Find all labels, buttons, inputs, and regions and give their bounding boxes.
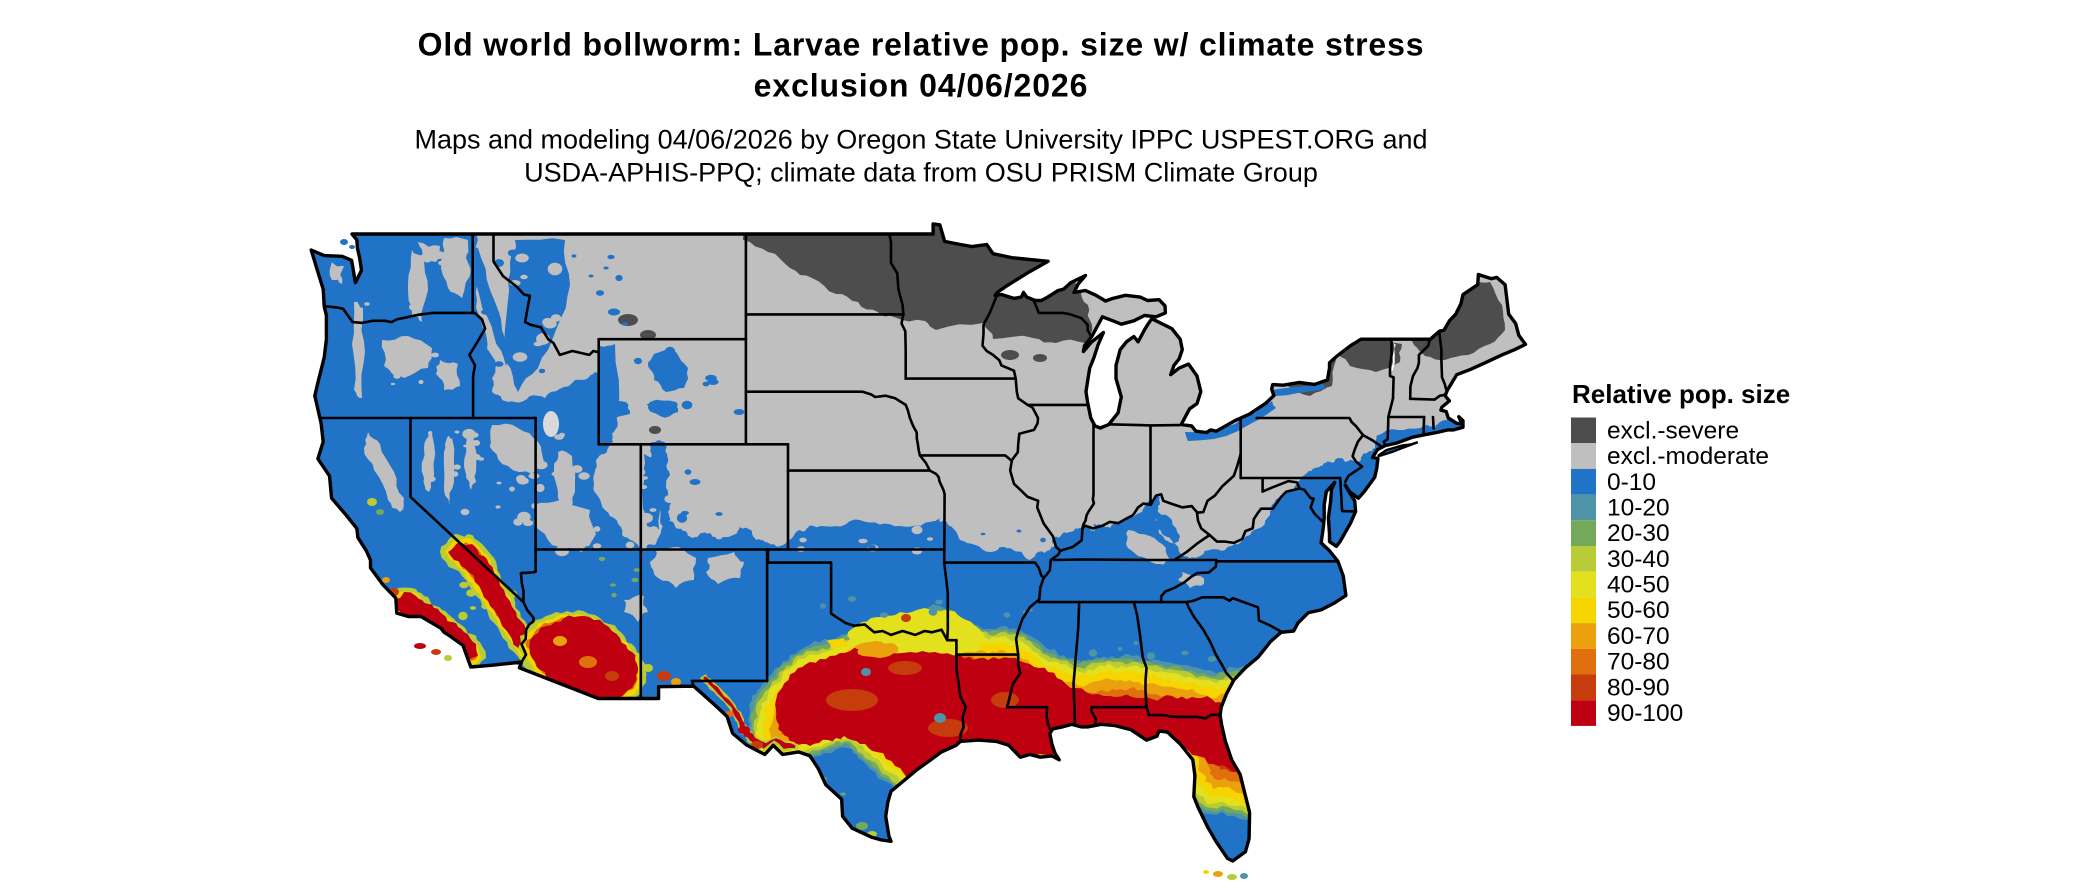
svg-text:40-50: 40-50 bbox=[1607, 572, 1670, 599]
svg-text:Maps and modeling 04/06/2026 b: Maps and modeling 04/06/2026 by Oregon S… bbox=[414, 125, 1427, 155]
svg-text:80-90: 80-90 bbox=[1607, 674, 1670, 701]
svg-text:0-10: 0-10 bbox=[1607, 469, 1656, 496]
svg-text:excl.-moderate: excl.-moderate bbox=[1607, 443, 1769, 470]
svg-text:90-100: 90-100 bbox=[1607, 700, 1683, 727]
svg-text:Old world bollworm: Larvae rel: Old world bollworm: Larvae relative pop.… bbox=[418, 27, 1425, 63]
svg-text:Relative pop. size: Relative pop. size bbox=[1572, 379, 1790, 409]
svg-text:exclusion 04/06/2026: exclusion 04/06/2026 bbox=[754, 68, 1089, 104]
svg-text:60-70: 60-70 bbox=[1607, 623, 1670, 650]
svg-text:50-60: 50-60 bbox=[1607, 597, 1670, 624]
svg-text:USDA-APHIS-PPQ; climate data f: USDA-APHIS-PPQ; climate data from OSU PR… bbox=[524, 158, 1318, 188]
svg-text:20-30: 20-30 bbox=[1607, 520, 1670, 547]
svg-text:70-80: 70-80 bbox=[1607, 649, 1670, 676]
svg-text:30-40: 30-40 bbox=[1607, 546, 1670, 573]
svg-text:10-20: 10-20 bbox=[1607, 495, 1670, 522]
svg-text:excl.-severe: excl.-severe bbox=[1607, 417, 1739, 444]
